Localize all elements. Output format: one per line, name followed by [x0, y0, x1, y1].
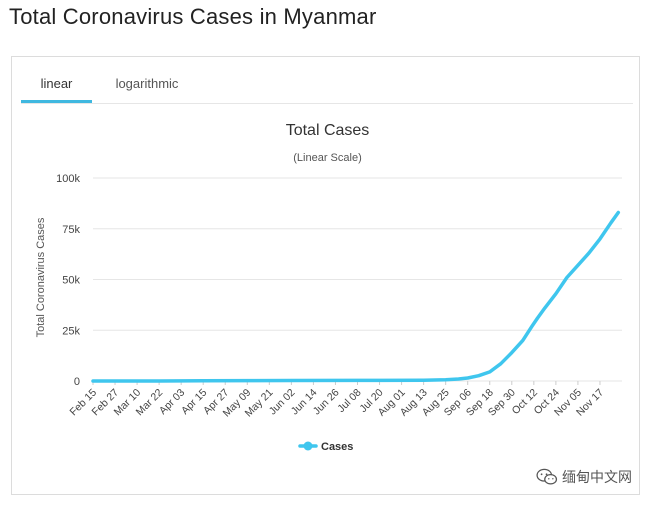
y-tick-label: 50k: [62, 275, 80, 287]
x-tick-label: Jul 08: [335, 387, 363, 415]
y-tick-label: 100k: [56, 173, 80, 185]
legend-label-cases: Cases: [321, 441, 353, 453]
watermark: 缅甸中文网: [536, 467, 632, 487]
chart-subtitle: (Linear Scale): [293, 152, 361, 164]
y-tick-label: 75k: [62, 224, 80, 236]
chart-title: Total Cases: [286, 122, 370, 139]
scale-tabs: linear logarithmic: [21, 65, 633, 104]
y-tick-label: 0: [74, 376, 80, 388]
page-title: Total Coronavirus Cases in Myanmar: [9, 4, 377, 29]
tab-logarithmic[interactable]: logarithmic: [115, 76, 179, 91]
chart-card: linear logarithmic: [11, 56, 640, 495]
y-tick-label: 25k: [62, 325, 80, 337]
tab-linear[interactable]: linear: [21, 65, 92, 103]
legend-marker-cases: [303, 441, 313, 451]
y-axis-label: Total Coronavirus Cases: [35, 217, 47, 337]
wechat-icon: [536, 468, 558, 485]
watermark-text: 缅甸中文网: [562, 470, 632, 486]
series-line-cases: [91, 210, 621, 383]
